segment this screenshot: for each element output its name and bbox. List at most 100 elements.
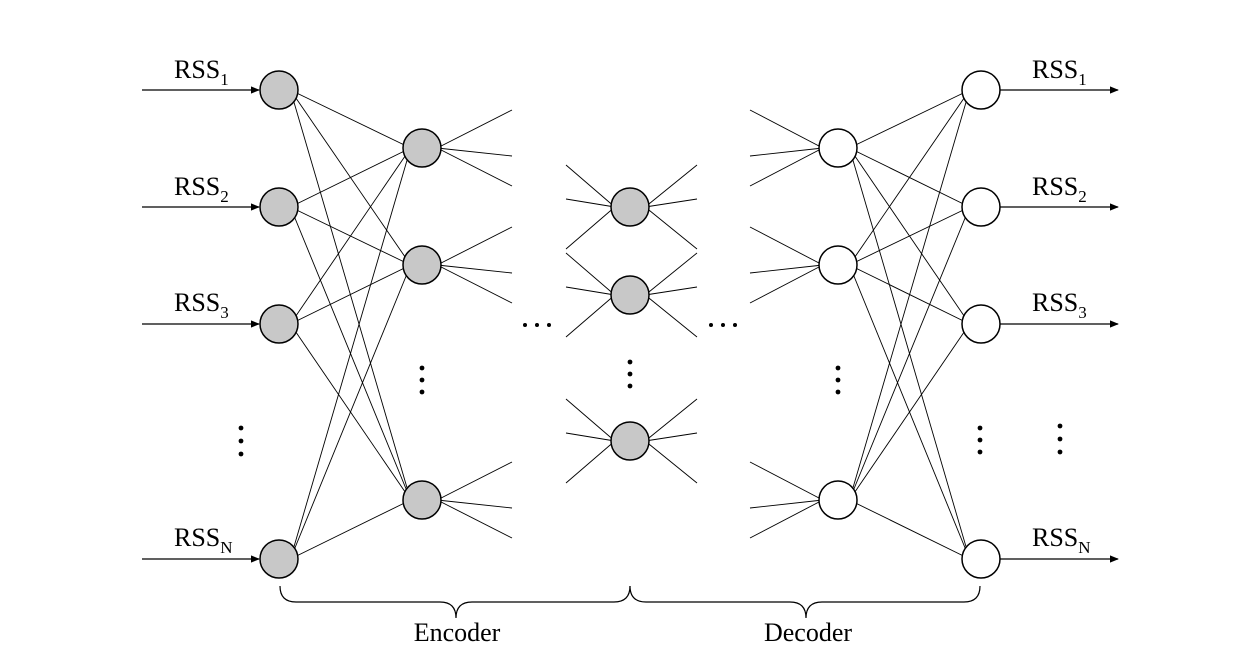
edge-enc1-2-0 <box>290 147 411 325</box>
output-label-2: RSS2 <box>1032 172 1087 206</box>
edge-enc2-out-0-0 <box>436 109 513 149</box>
edge-enc1-3-0 <box>289 147 412 560</box>
encoder-brace <box>279 585 631 619</box>
edge-dec1-in-2-0 <box>749 461 824 501</box>
edge-enc2-out-1-0 <box>436 226 513 266</box>
edge-dec1-in-0-1 <box>749 147 823 157</box>
vdots-dec-1 <box>835 377 841 383</box>
edge-dec1-in-2-1 <box>749 499 823 509</box>
edge-mid-out-0-1 <box>645 198 698 208</box>
edge-dec2-0-0 <box>849 89 970 149</box>
vdots-dec-2 <box>835 389 841 395</box>
edge-enc1-3-1 <box>289 264 412 560</box>
edge-mid-out-0-0 <box>644 164 698 208</box>
edge-mid-in-1-0 <box>565 252 616 296</box>
edge-mid-in-0-0 <box>565 164 616 208</box>
vdots-latent-1 <box>627 371 633 377</box>
edge-mid-in-2-1 <box>565 432 615 442</box>
output-neuron-0 <box>961 70 1001 110</box>
edge-mid-in-1-1 <box>565 286 615 296</box>
latent-neuron-1 <box>610 275 650 315</box>
edge-enc1-1-0 <box>290 147 411 208</box>
vdots-enc-0 <box>419 365 425 371</box>
decoder-neuron-1 <box>818 245 858 285</box>
output-neuron-3 <box>961 539 1001 579</box>
output-labels: RSS1 RSS2 RSS3 RSSN <box>1032 55 1091 557</box>
output-neuron-1 <box>961 187 1001 227</box>
output-label-3: RSS3 <box>1032 288 1087 322</box>
edge-dec1-in-0-2 <box>749 147 824 187</box>
input-neuron-0 <box>259 70 299 110</box>
vdots-output-labels-1 <box>1057 436 1063 442</box>
input-label-3: RSS3 <box>174 288 229 322</box>
encoder-label: Encoder <box>414 618 501 647</box>
vdots-output-labels-0 <box>1057 423 1063 429</box>
hdots-left-1 <box>535 323 539 327</box>
input-neuron-2 <box>259 304 299 344</box>
edge-dec2-1-0 <box>849 89 970 266</box>
hdots-left-0 <box>523 323 527 327</box>
vdots-output-0 <box>977 425 983 431</box>
neurons <box>259 70 1001 579</box>
output-label-1: RSS1 <box>1032 55 1087 89</box>
edge-mid-in-0-1 <box>565 198 615 208</box>
edge-enc2-out-1-1 <box>437 264 513 274</box>
edge-enc1-0-0 <box>290 89 411 149</box>
input-labels: RSS1 RSS2 RSS3 RSSN <box>174 55 233 557</box>
edge-dec1-in-0-0 <box>749 109 824 149</box>
encoder-neuron-2 <box>402 480 442 520</box>
edge-mid-in-2-0 <box>565 398 616 442</box>
input-label-2: RSS2 <box>174 172 229 206</box>
decoder-neuron-2 <box>818 480 858 520</box>
vdots-dec-0 <box>835 365 841 371</box>
edge-enc2-out-2-0 <box>436 461 513 501</box>
decoder-neuron-0 <box>818 128 858 168</box>
edge-enc1-3-2 <box>290 499 411 560</box>
latent-neuron-2 <box>610 421 650 461</box>
decoder-label: Decoder <box>764 618 852 647</box>
vdots-output-1 <box>977 437 983 443</box>
edge-dec2-2-1 <box>848 206 971 501</box>
edge-mid-out-1-0 <box>644 252 698 296</box>
output-label-n: RSSN <box>1032 523 1091 557</box>
edge-mid-out-1-2 <box>644 294 698 338</box>
edge-mid-in-1-2 <box>565 294 616 338</box>
vdots-latent-0 <box>627 359 633 365</box>
input-label-n: RSSN <box>174 523 233 557</box>
input-neuron-3 <box>259 539 299 579</box>
edge-enc2-out-0-2 <box>436 147 513 187</box>
edge-enc2-out-0-1 <box>437 147 513 157</box>
vdots-enc-2 <box>419 389 425 395</box>
hdots-right-2 <box>733 323 737 327</box>
edge-mid-in-2-2 <box>565 440 616 484</box>
edge-dec1-in-1-1 <box>749 264 823 274</box>
hdots-right-0 <box>709 323 713 327</box>
encoder-neuron-1 <box>402 245 442 285</box>
vdots-input-2 <box>238 451 244 457</box>
vdots-output-2 <box>977 449 983 455</box>
edge-mid-out-2-2 <box>644 440 698 484</box>
io-arrows <box>142 86 1119 563</box>
edge-mid-out-1-1 <box>645 286 698 296</box>
input-neuron-1 <box>259 187 299 227</box>
edge-mid-out-2-0 <box>644 398 698 442</box>
edge-dec1-in-1-2 <box>749 264 824 304</box>
edge-enc2-out-2-1 <box>437 499 513 509</box>
latent-neuron-0 <box>610 187 650 227</box>
decoder-brace <box>629 585 981 619</box>
connection-lines <box>289 89 971 560</box>
edge-mid-in-0-2 <box>565 206 616 250</box>
vdots-output-labels-2 <box>1057 449 1063 455</box>
encoder-neuron-0 <box>402 128 442 168</box>
edge-dec1-in-1-0 <box>749 226 824 266</box>
vdots-input-1 <box>238 438 244 444</box>
edge-dec2-2-2 <box>849 323 970 501</box>
vdots-enc-1 <box>419 377 425 383</box>
edge-enc2-out-2-2 <box>436 499 513 539</box>
edge-dec2-2-3 <box>849 499 970 560</box>
edge-enc1-2-1 <box>290 264 411 325</box>
output-neuron-2 <box>961 304 1001 344</box>
ellipsis-dots <box>238 323 1063 457</box>
vdots-input-0 <box>238 425 244 431</box>
